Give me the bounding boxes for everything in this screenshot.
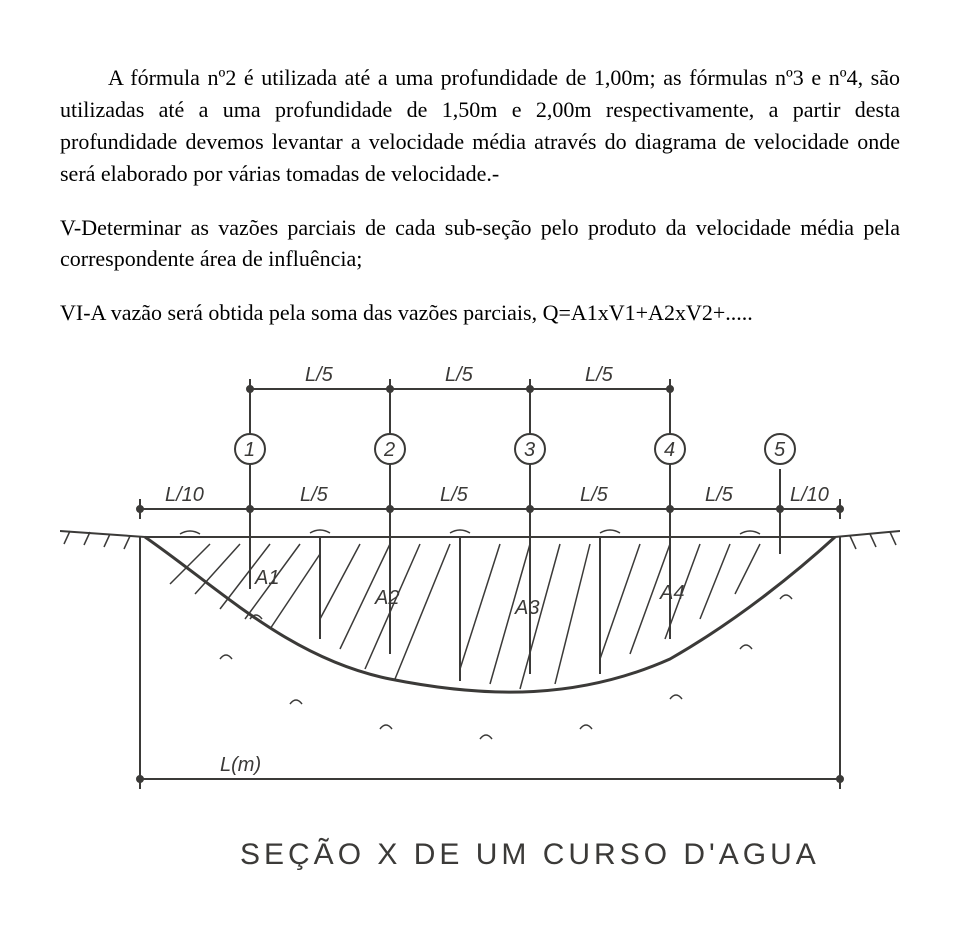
vertical-2: 2 (383, 439, 395, 461)
bot-seg-4: L/5 (580, 484, 609, 506)
length-label: L(m) (220, 754, 261, 776)
top-seg-3: L/5 (585, 364, 614, 386)
top-seg-2: L/5 (445, 364, 474, 386)
bot-seg-5: L/5 (705, 484, 734, 506)
diagram-title: SEÇÃO X DE UM CURSO D'AGUA (240, 837, 820, 871)
area-2: A2 (374, 587, 399, 609)
bot-seg-3: L/5 (440, 484, 469, 506)
vertical-1: 1 (244, 439, 255, 461)
area-1: A1 (254, 567, 279, 589)
paragraph-1: A fórmula nº2 é utilizada até a uma prof… (60, 62, 900, 190)
vertical-5: 5 (774, 439, 786, 461)
paragraph-2: V-Determinar as vazões parciais de cada … (60, 212, 900, 276)
paragraph-3: VI-A vazão será obtida pela soma das vaz… (60, 297, 900, 329)
bot-seg-2: L/5 (300, 484, 329, 506)
vertical-3: 3 (524, 439, 535, 461)
area-3: A3 (514, 597, 539, 619)
area-4: A4 (659, 582, 684, 604)
bot-seg-1: L/10 (165, 484, 204, 506)
cross-section-diagram: L/5 L/5 L/5 1 2 3 4 5 L/10 L/5 L/5 L/5 L… (60, 359, 900, 879)
bot-seg-6: L/10 (790, 484, 829, 506)
top-seg-1: L/5 (305, 364, 334, 386)
vertical-4: 4 (664, 439, 675, 461)
